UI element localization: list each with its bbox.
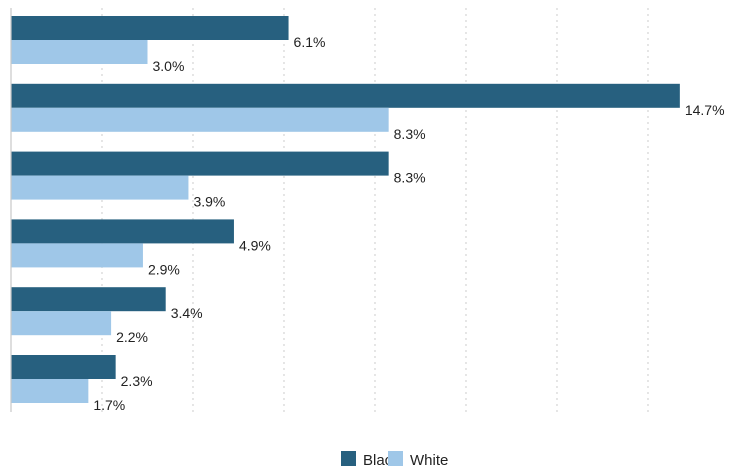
data-label: 2.2% (116, 329, 148, 345)
legend-label: White (410, 452, 448, 469)
bar-white (11, 40, 148, 64)
data-label: 3.4% (171, 305, 203, 321)
bars (11, 16, 680, 403)
data-labels: 6.1% 3.0% 14.7% 8.3% 8.3% 3.9% 4.9% 2.9% 3.4% 2.2… (93, 34, 724, 413)
bar-black (11, 355, 116, 379)
data-label: 2.9% (148, 261, 180, 277)
bar-black (11, 219, 234, 244)
legend-swatch (388, 451, 403, 466)
data-label: 1.7% (93, 397, 125, 413)
data-label: 8.3% (394, 170, 426, 186)
data-label: 4.9% (239, 237, 271, 253)
legend: Blac White (341, 451, 448, 469)
data-label: 3.9% (193, 194, 225, 210)
legend-swatch (341, 451, 356, 466)
bar-white (11, 107, 389, 132)
data-label: 14.7% (685, 102, 725, 118)
legend-item: White (388, 451, 448, 469)
bar-black (11, 151, 389, 176)
bar-black (11, 16, 289, 40)
bar-white (11, 243, 143, 268)
data-label: 3.0% (153, 58, 185, 74)
data-label: 2.3% (121, 373, 153, 389)
data-label: 8.3% (394, 126, 426, 142)
bar-white (11, 175, 189, 200)
data-label: 6.1% (294, 34, 326, 50)
legend-label: Blac (363, 452, 393, 469)
bar-white (11, 379, 89, 403)
legend-item: Blac (341, 451, 393, 469)
bar-black (11, 287, 166, 312)
grid-lines (101, 8, 649, 412)
bar-white (11, 311, 112, 336)
bar-black (11, 83, 680, 108)
